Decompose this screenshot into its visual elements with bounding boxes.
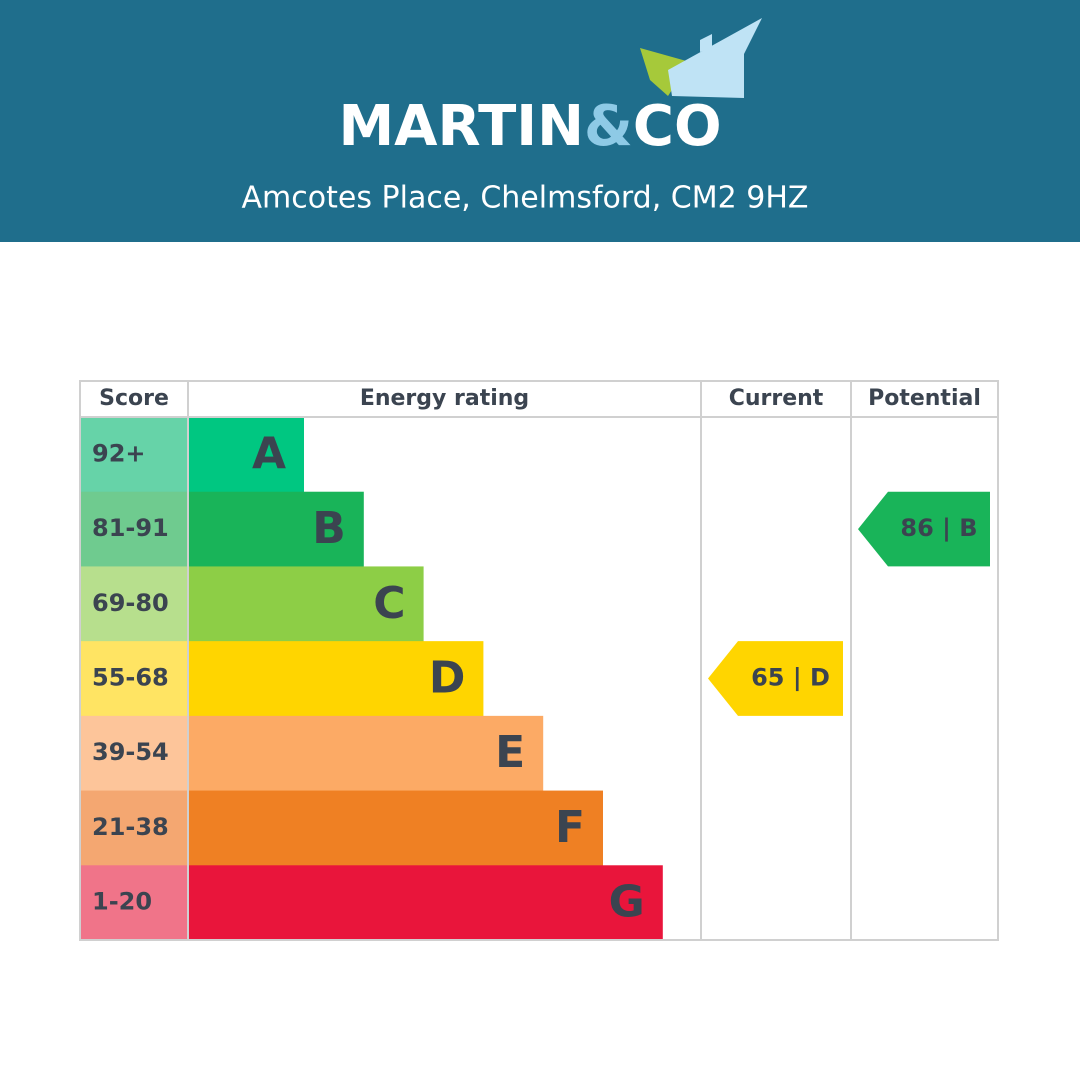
- table-border: [79, 380, 999, 941]
- rating-bar: [188, 491, 364, 567]
- score-label: 69-80: [92, 589, 169, 617]
- column-header: Current: [729, 386, 824, 411]
- rating-bar: [188, 865, 663, 941]
- logo-co: CO: [633, 94, 722, 159]
- column-header: Energy rating: [360, 386, 529, 411]
- potential-arrow: [858, 491, 990, 567]
- rating-letter: C: [373, 578, 405, 629]
- rating-letter: D: [429, 653, 466, 704]
- potential-label: 86 | B: [900, 514, 977, 542]
- score-label: 92+: [92, 439, 146, 467]
- epc-table: 92+ A 81-91 B 69-80 C 55-68 D 39-54 E 21-38 F 1-20 G S…: [79, 380, 999, 941]
- score-label: 39-54: [92, 738, 169, 766]
- score-cell: [80, 566, 188, 642]
- score-cell: [80, 715, 188, 792]
- rating-letter: F: [555, 802, 585, 853]
- column-header: Score: [99, 386, 169, 411]
- rating-bar: [188, 715, 544, 792]
- score-cell: [80, 790, 188, 866]
- rating-letter: E: [495, 727, 525, 778]
- current-label: 65 | D: [751, 664, 830, 692]
- score-cell: [80, 641, 188, 717]
- rating-bar: [188, 641, 484, 717]
- rating-letter: B: [312, 503, 346, 554]
- score-label: 1-20: [92, 888, 152, 916]
- logo-name: MARTIN: [338, 94, 584, 159]
- logo-icon: [640, 18, 762, 98]
- logo-amp: &: [584, 94, 633, 159]
- score-label: 55-68: [92, 664, 169, 692]
- score-cell: [80, 865, 188, 941]
- score-label: 81-91: [92, 514, 169, 542]
- score-cell: [80, 417, 188, 493]
- column-header: Potential: [868, 386, 981, 411]
- score-label: 21-38: [92, 813, 169, 841]
- logo-text: MARTIN&CO: [338, 94, 721, 159]
- rating-bar: [188, 566, 424, 642]
- header-band: [0, 0, 1080, 242]
- rating-letter: A: [252, 428, 286, 479]
- rating-bar: [188, 790, 603, 866]
- score-cell: [80, 491, 188, 567]
- address: Amcotes Place, Chelmsford, CM2 9HZ: [242, 181, 809, 216]
- current-arrow: [708, 641, 843, 716]
- rating-letter: G: [609, 877, 645, 928]
- rating-bar: [188, 417, 304, 493]
